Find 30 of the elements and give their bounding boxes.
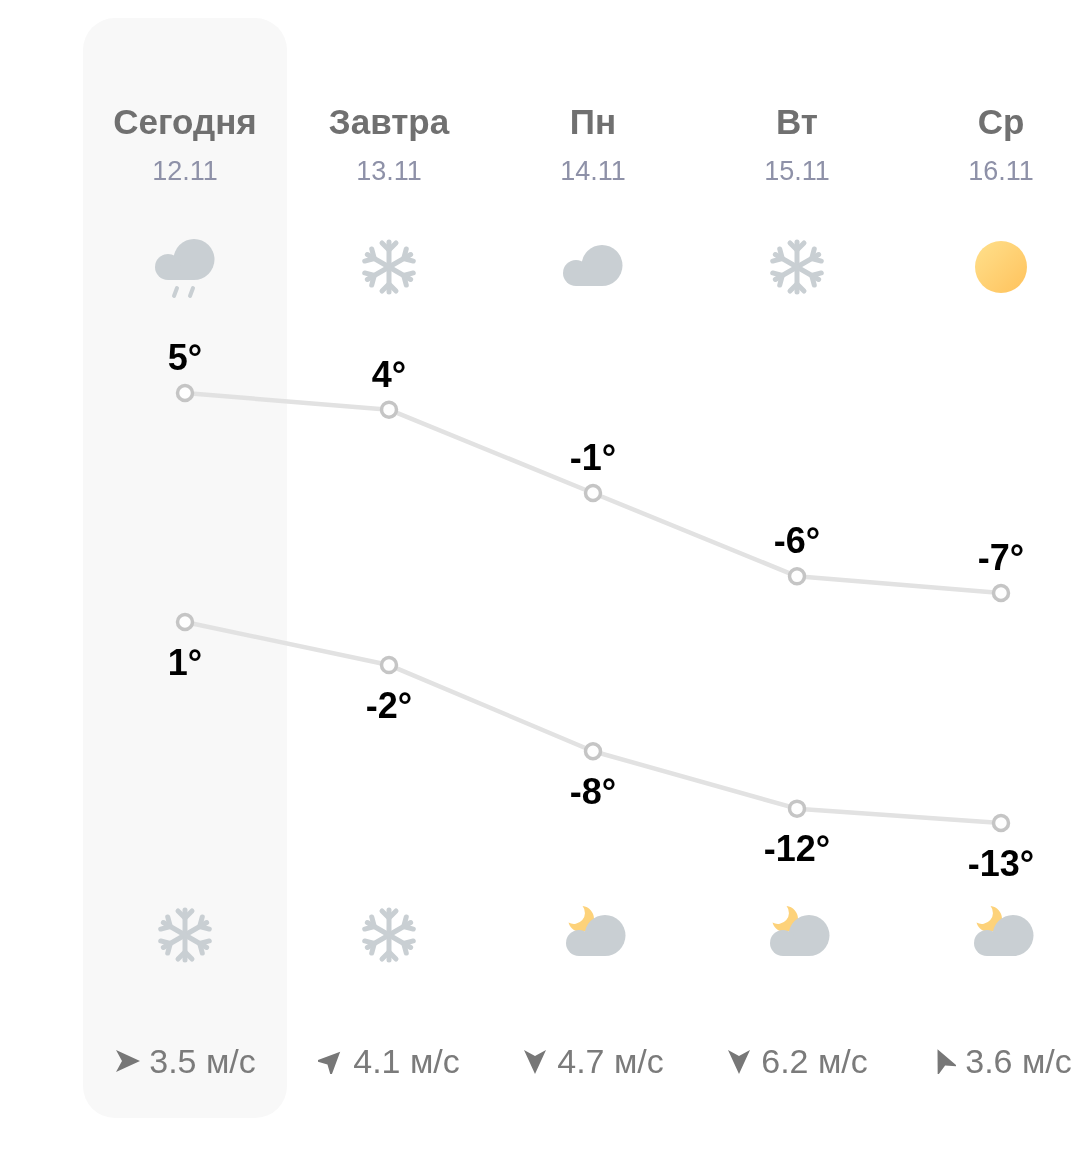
data-label: -2° (365, 684, 413, 726)
data-label: -7° (977, 537, 1025, 578)
point (175, 612, 195, 632)
point (379, 400, 399, 419)
point (379, 655, 399, 675)
text: 4.1 м/с (353, 1041, 460, 1082)
data-label: 5° (167, 337, 203, 378)
data-label: -12° (763, 828, 831, 870)
text: 3.6 м/с (965, 1041, 1072, 1082)
text: 3.5 м/с (149, 1041, 256, 1082)
x-tick-label: Вт 15.11 (764, 102, 830, 186)
point (583, 483, 603, 503)
data-label: 4° (371, 353, 407, 395)
point (787, 799, 807, 818)
x-tick-label: Пн 14.11 (560, 102, 626, 186)
data-label: -6° (773, 520, 821, 562)
x-tick-label: Завтра 13.11 (328, 102, 450, 186)
point (991, 583, 1011, 603)
data-label: 1° (167, 641, 203, 683)
point (991, 813, 1011, 833)
x-tick-label: Ср 16.11 (968, 102, 1034, 186)
data-label: -13° (967, 842, 1035, 884)
point (175, 383, 195, 403)
data-label: -8° (569, 770, 617, 812)
text: 4.7 м/с (557, 1041, 664, 1082)
data-label: -1° (569, 437, 617, 478)
text: 6.2 м/с (761, 1041, 868, 1082)
point (787, 567, 807, 586)
point (583, 741, 603, 761)
x-tick-label: Сегодня 12.11 (113, 102, 257, 186)
